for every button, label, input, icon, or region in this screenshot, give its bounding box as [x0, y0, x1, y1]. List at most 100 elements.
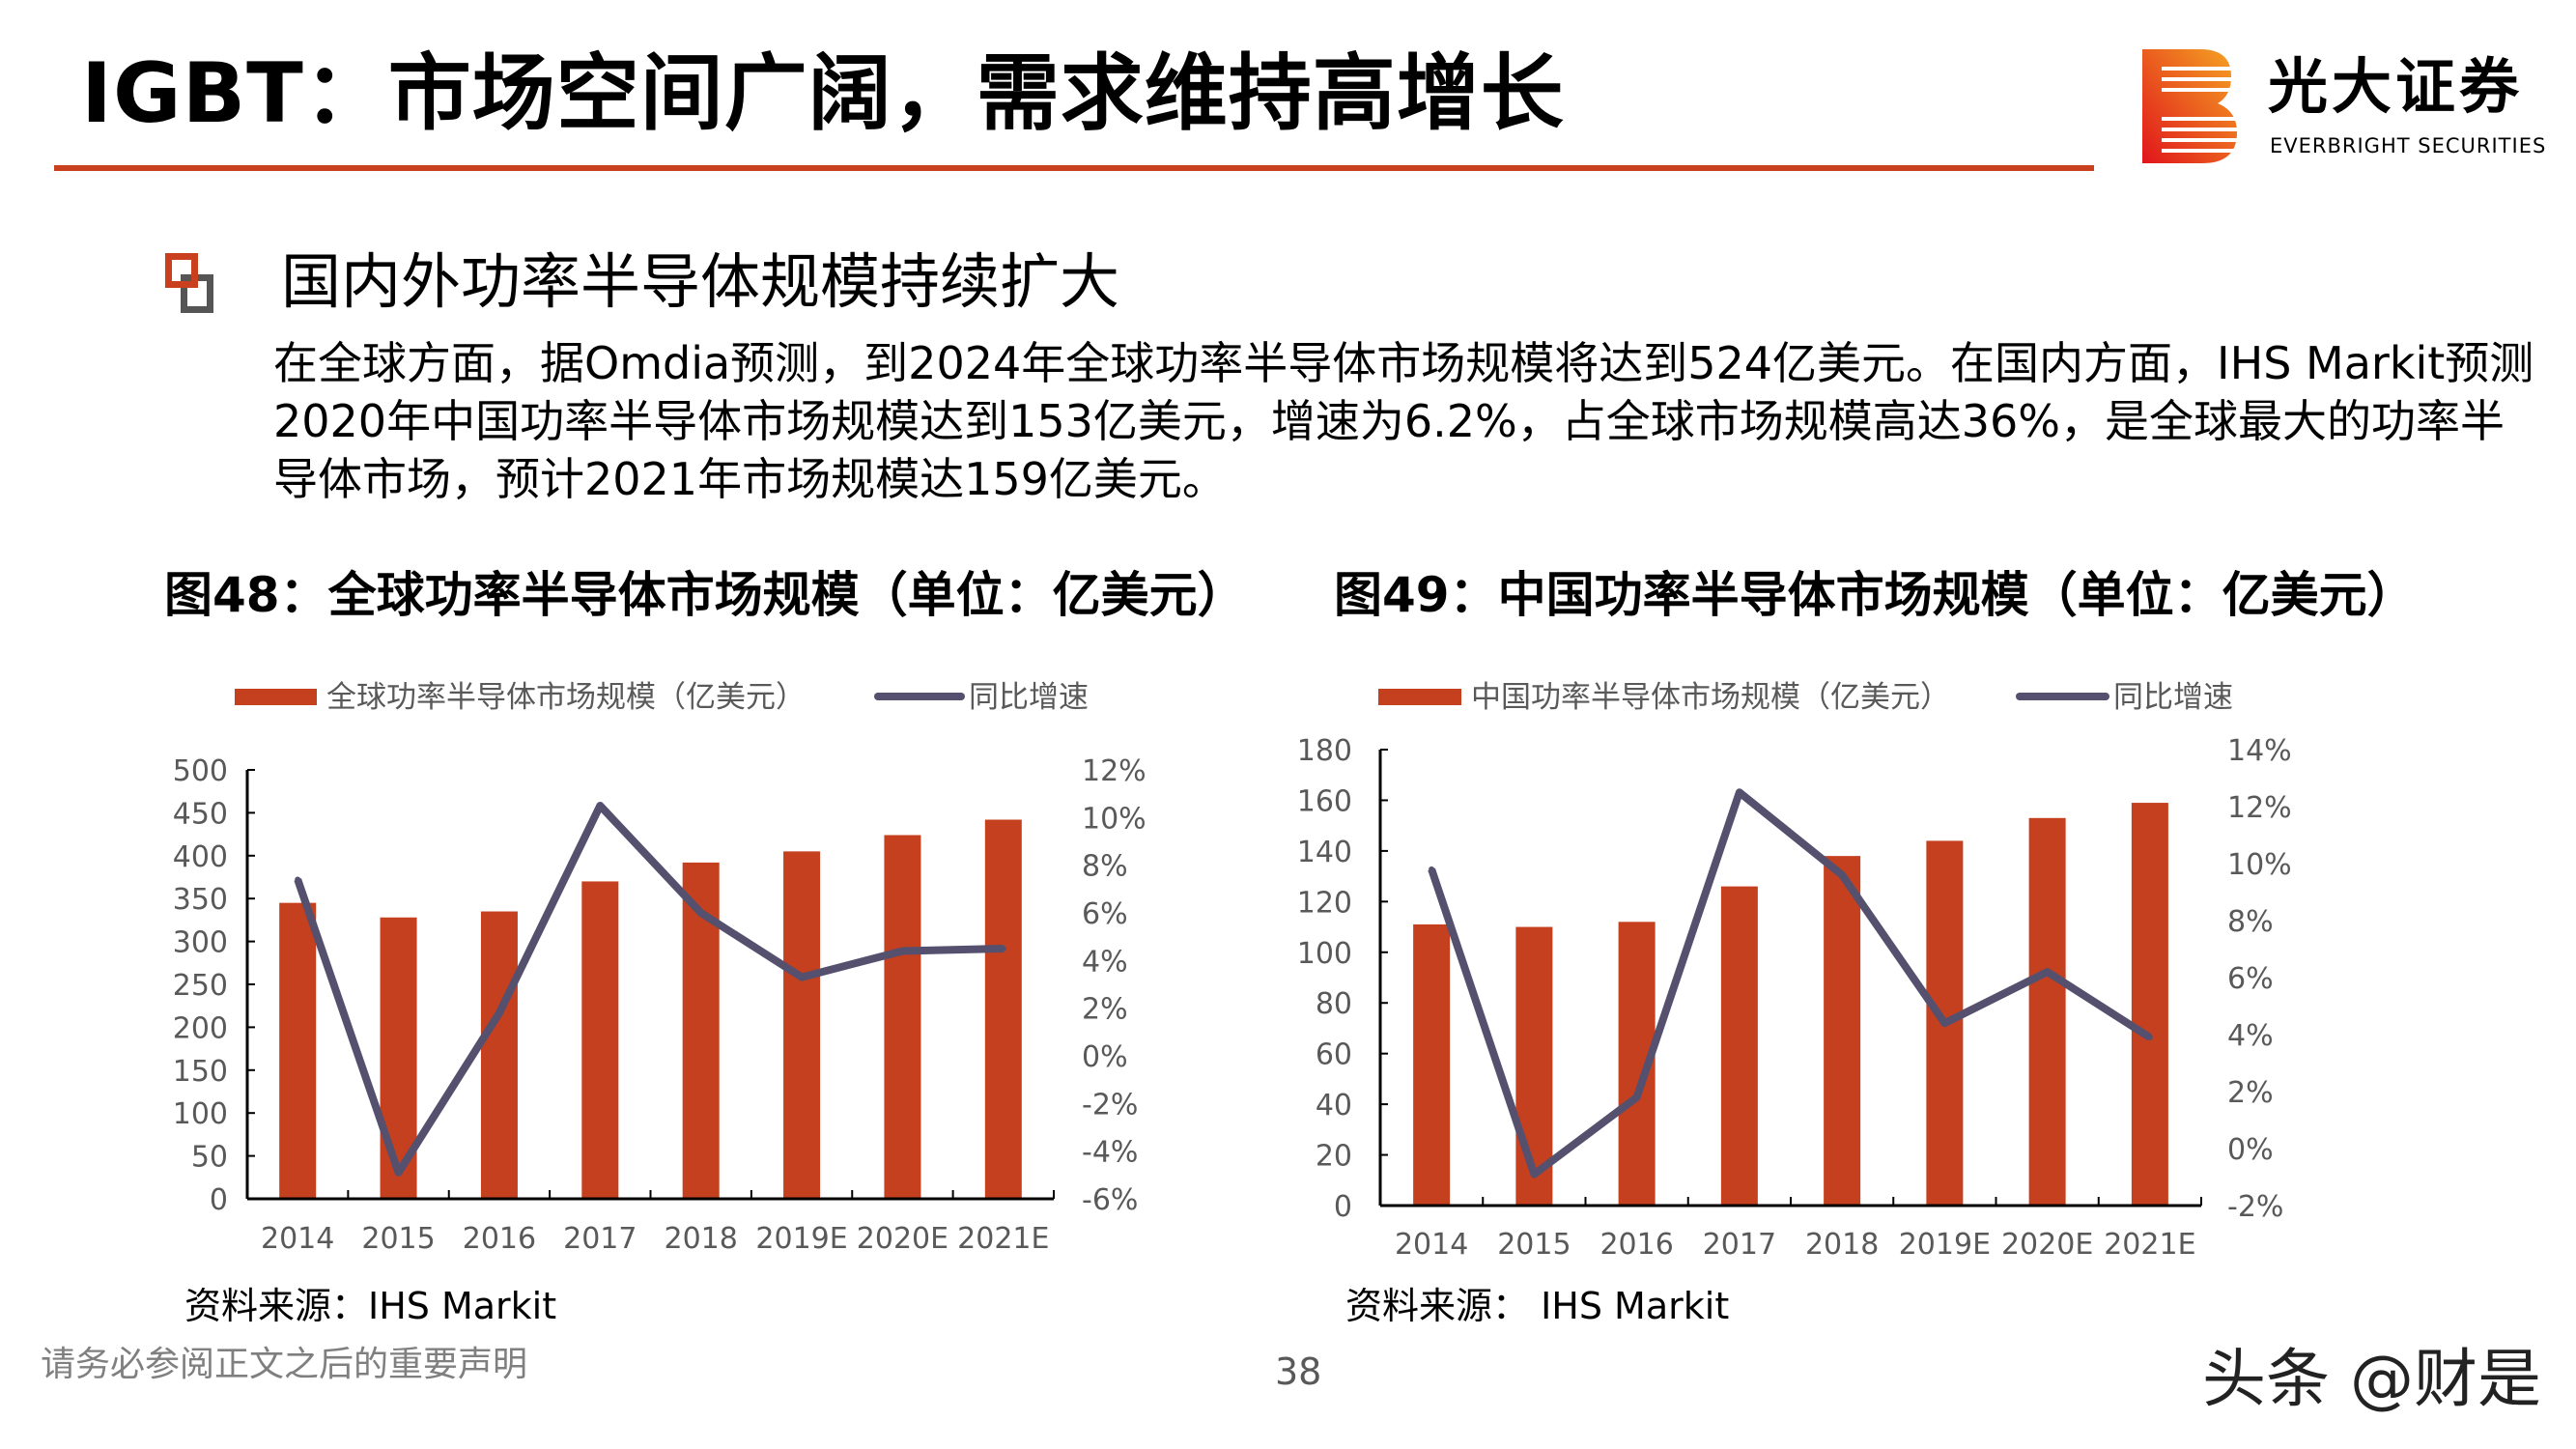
growth-point-2014	[1429, 866, 1435, 872]
figure-49-source: 资料来源： IHS Markit	[1345, 1285, 1730, 1327]
x-tick-label: 2018	[665, 1222, 738, 1256]
right-tick-label: 12%	[1082, 754, 1146, 788]
left-tick-label: 20	[1316, 1140, 1352, 1174]
bar-2018	[1824, 856, 1861, 1206]
legend-line-label: 同比增速	[969, 680, 1089, 715]
growth-point-2016	[495, 1009, 502, 1016]
right-tick-label: -4%	[1082, 1136, 1138, 1170]
legend-line-label: 同比增速	[2113, 680, 2233, 715]
left-tick-label: 350	[173, 883, 228, 917]
left-tick-label: 0	[1334, 1190, 1352, 1224]
section-paragraph: 在全球方面，据Omdia预测，到2024年全球功率半导体市场规模将达到524亿美…	[273, 337, 2534, 505]
growth-point-2020E	[899, 948, 906, 954]
right-tick-label: -2%	[1082, 1088, 1138, 1122]
left-tick-label: 60	[1316, 1038, 1352, 1072]
right-tick-label: 4%	[2227, 1019, 2274, 1053]
right-tick-label: 6%	[1082, 897, 1128, 931]
growth-point-2016	[1633, 1094, 1640, 1100]
growth-line	[1428, 788, 2153, 1179]
logo-b-icon	[2142, 49, 2239, 163]
chart-2: 中国功率半导体市场规模（亿美元） 同比增速 0 20 40 60 80 100 120 140 16…	[1297, 680, 2292, 1262]
growth-point-2015	[395, 1169, 402, 1176]
left-tick-label: 400	[173, 840, 228, 874]
right-tick-label: 0%	[2227, 1133, 2274, 1167]
growth-point-2014	[295, 876, 301, 883]
legend-bar-label: 全球功率半导体市场规模（亿美元）	[326, 680, 806, 715]
growth-point-2021E	[2146, 1034, 2153, 1040]
growth-point-2017	[597, 803, 604, 809]
bar-2014	[1413, 923, 1451, 1206]
right-tick-label: 10%	[1082, 802, 1146, 836]
left-tick-label: 100	[1297, 937, 1352, 971]
disclaimer: 请务必参阅正文之后的重要声明	[41, 1345, 528, 1384]
x-tick-label: 2020E	[2001, 1228, 2093, 1262]
growth-line	[294, 802, 1004, 1177]
right-tick-label: 12%	[2227, 791, 2292, 825]
x-tick-label: 2017	[1703, 1228, 1776, 1262]
right-tick-label: 10%	[2227, 848, 2292, 882]
logo-text-en: EVERBRIGHT SECURITIES	[2270, 134, 2547, 157]
x-tick-label: 2016	[463, 1222, 536, 1256]
bar-2021E	[2131, 803, 2168, 1206]
left-tick-label: 40	[1316, 1089, 1352, 1122]
left-tick-label: 140	[1297, 836, 1352, 869]
growth-point-2017	[1736, 789, 1742, 796]
title-divider	[54, 165, 2094, 171]
x-tick-label: 2019E	[755, 1222, 847, 1256]
right-tick-label: 4%	[1082, 945, 1128, 979]
legend-bar-swatch	[235, 689, 317, 705]
x-tick-label: 2017	[563, 1222, 637, 1256]
left-tick-label: 160	[1297, 784, 1352, 818]
bar-2015	[1515, 926, 1553, 1206]
bar-2021E	[984, 819, 1022, 1199]
left-tick-label: 300	[173, 926, 228, 960]
right-tick-label: 2%	[2227, 1076, 2274, 1110]
left-tick-label: 0	[210, 1183, 228, 1217]
right-tick-label: -2%	[2227, 1190, 2283, 1224]
x-tick-label: 2014	[261, 1222, 334, 1256]
left-tick-label: 450	[173, 797, 228, 831]
page-number: 38	[1275, 1350, 1322, 1393]
chart-1: 全球功率半导体市场规模（亿美元） 同比增速 0 50 100 150 200 250 300 35…	[173, 680, 1146, 1256]
right-tick-label: 2%	[1082, 993, 1128, 1027]
x-tick-label: 2019E	[1899, 1228, 1991, 1262]
right-tick-label: 8%	[1082, 850, 1128, 884]
left-tick-label: 250	[173, 969, 228, 1003]
growth-point-2018	[1839, 871, 1846, 878]
page-title: IGBT：市场空间广阔，需求维持高增长	[81, 45, 1565, 142]
legend-bar-label: 中国功率半导体市场规模（亿美元）	[1471, 680, 1950, 715]
left-tick-label: 150	[173, 1055, 228, 1089]
right-tick-label: 8%	[2227, 905, 2274, 939]
left-tick-label: 200	[173, 1011, 228, 1045]
figure-49-title: 图49：中国功率半导体市场规模（单位：亿美元）	[1334, 567, 2416, 623]
x-tick-label: 2015	[1497, 1228, 1571, 1262]
bar-2017	[1720, 886, 1758, 1206]
left-tick-label: 120	[1297, 886, 1352, 920]
legend-bar-swatch	[1378, 689, 1461, 705]
x-tick-label: 2016	[1599, 1228, 1673, 1262]
bar-2020E	[2028, 817, 2066, 1206]
watermark: 头条 @财是	[2202, 1342, 2541, 1416]
right-tick-label: -6%	[1082, 1183, 1138, 1217]
left-tick-label: 50	[191, 1141, 228, 1175]
figure-48-title: 图48：全球功率半导体市场规模（单位：亿美元）	[164, 567, 1246, 623]
bullet-squares-icon	[165, 253, 223, 313]
left-tick-label: 180	[1297, 734, 1352, 768]
logo-text-cn: 光大证券	[2268, 51, 2524, 122]
x-tick-label: 2021E	[957, 1222, 1049, 1256]
right-tick-label: 14%	[2227, 734, 2292, 768]
growth-point-2019E	[799, 974, 806, 980]
x-tick-label: 2018	[1805, 1228, 1879, 1262]
section-heading: 国内外功率半导体规模持续扩大	[281, 246, 1120, 317]
left-tick-label: 500	[173, 754, 228, 788]
growth-point-2019E	[1941, 1020, 1948, 1027]
growth-point-2020E	[2044, 969, 2051, 976]
left-tick-label: 80	[1316, 987, 1352, 1021]
figure-48-source: 资料来源：IHS Markit	[184, 1285, 557, 1327]
bar-2016	[480, 911, 518, 1199]
bar-2014	[279, 902, 317, 1199]
bar-2017	[581, 881, 619, 1199]
growth-point-2018	[697, 910, 704, 916]
bar-2020E	[884, 835, 921, 1199]
